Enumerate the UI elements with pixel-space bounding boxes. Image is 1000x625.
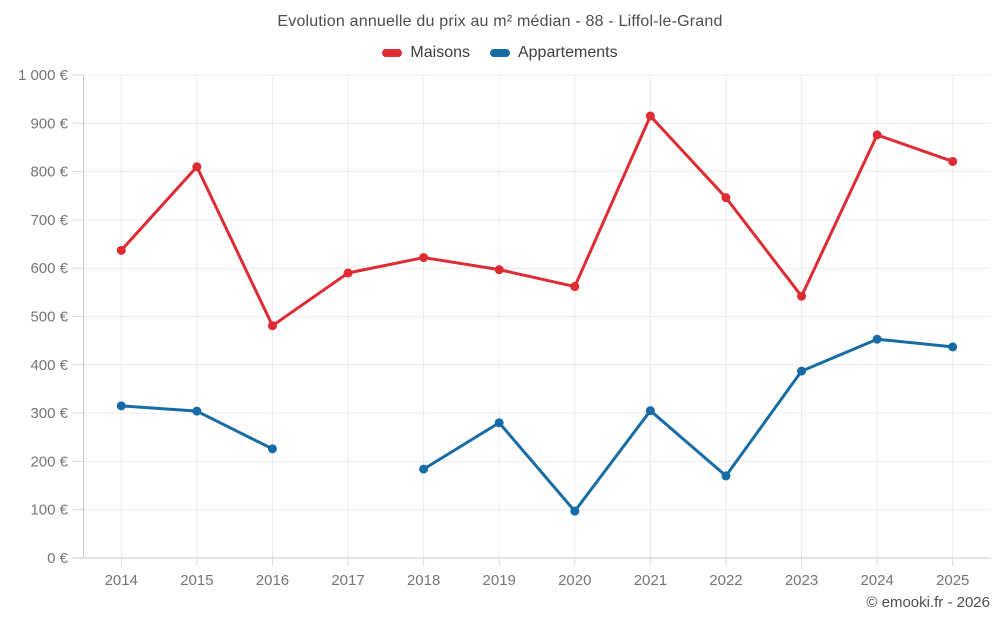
- x-axis-tick-label: 2025: [936, 572, 969, 589]
- series-line-maisons: [119, 114, 955, 328]
- y-axis-tick-label: 100 €: [30, 502, 68, 519]
- legend-swatch-appartements-icon: [489, 49, 510, 57]
- x-axis-tick-label: 2021: [634, 572, 667, 589]
- x-axis-tick-label: 2022: [709, 572, 742, 589]
- data-point-appartements-2014[interactable]: [116, 401, 126, 411]
- data-point-appartements-2015[interactable]: [192, 406, 202, 416]
- data-point-maisons-2021[interactable]: [645, 111, 655, 121]
- legend-label-maisons: Maisons: [410, 44, 470, 61]
- copyright-credit: © emooki.fr - 2026: [866, 594, 990, 611]
- y-axis-tick-label: 200 €: [30, 453, 68, 470]
- legend-item-appartements[interactable]: Appartements: [489, 44, 618, 62]
- x-axis-tick-label: 2016: [256, 572, 289, 589]
- data-point-maisons-2015[interactable]: [192, 162, 202, 172]
- legend-item-maisons[interactable]: Maisons: [382, 44, 470, 62]
- x-axis-tick-label: 2017: [331, 572, 364, 589]
- data-point-maisons-2019[interactable]: [494, 265, 504, 275]
- y-axis-tick-label: 300 €: [30, 405, 68, 422]
- data-point-appartements-2018[interactable]: [419, 464, 429, 474]
- y-axis-tick-label: 1 000 €: [18, 67, 69, 84]
- data-point-appartements-2019[interactable]: [494, 418, 504, 428]
- legend-label-appartements: Appartements: [517, 44, 618, 61]
- y-axis-tick-label: 500 €: [30, 309, 68, 326]
- data-point-maisons-2023[interactable]: [797, 291, 807, 301]
- y-axis-tick-label: 800 €: [30, 164, 68, 181]
- y-axis-tick-label: 0 €: [47, 550, 69, 567]
- data-point-maisons-2014[interactable]: [116, 245, 126, 255]
- series-line-appartements: [422, 337, 955, 513]
- data-point-appartements-2016[interactable]: [267, 444, 277, 454]
- x-axis-tick-label: 2018: [407, 572, 440, 589]
- x-axis-tick-label: 2014: [105, 572, 138, 589]
- chart-legend: Maisons Appartements: [0, 44, 1000, 62]
- x-axis-tick-label: 2023: [785, 572, 818, 589]
- data-point-maisons-2018[interactable]: [419, 253, 429, 263]
- data-point-maisons-2022[interactable]: [721, 193, 731, 203]
- data-point-appartements-2020[interactable]: [570, 506, 580, 516]
- legend-swatch-maisons-icon: [382, 49, 403, 57]
- x-axis-tick-label: 2019: [483, 572, 516, 589]
- y-axis-tick-label: 600 €: [30, 260, 68, 277]
- x-axis-tick-label: 2024: [860, 572, 893, 589]
- data-point-maisons-2025[interactable]: [948, 156, 958, 166]
- data-point-maisons-2016[interactable]: [267, 321, 277, 331]
- data-point-maisons-2017[interactable]: [343, 268, 353, 278]
- data-point-appartements-2023[interactable]: [797, 366, 807, 376]
- data-point-maisons-2024[interactable]: [872, 130, 882, 140]
- data-point-maisons-2020[interactable]: [570, 282, 580, 292]
- data-point-appartements-2025[interactable]: [948, 342, 958, 352]
- data-point-appartements-2022[interactable]: [721, 471, 731, 481]
- data-point-appartements-2021[interactable]: [645, 406, 655, 416]
- y-axis-tick-label: 900 €: [30, 115, 68, 132]
- x-axis-tick-label: 2020: [558, 572, 591, 589]
- chart-title: Evolution annuelle du prix au m² médian …: [277, 13, 723, 30]
- x-axis-tick-label: 2015: [180, 572, 213, 589]
- data-point-appartements-2024[interactable]: [872, 334, 882, 344]
- y-axis-tick-label: 700 €: [30, 212, 68, 229]
- y-axis-tick-label: 400 €: [30, 357, 68, 374]
